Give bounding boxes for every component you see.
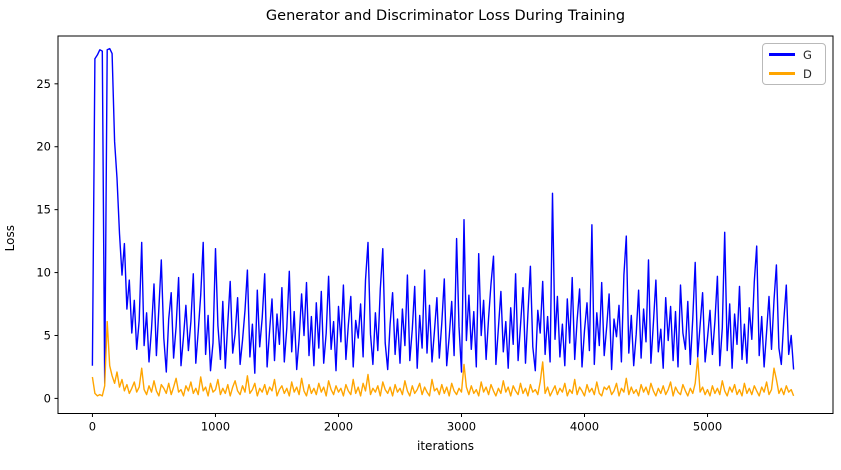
x-tick-label: 1000 bbox=[201, 420, 230, 434]
chart-title: Generator and Discriminator Loss During … bbox=[265, 8, 626, 24]
x-tick-label: 2000 bbox=[324, 420, 353, 434]
y-tick-label: 10 bbox=[36, 266, 51, 280]
g-line-swatch bbox=[769, 53, 795, 56]
x-tick-label: 5000 bbox=[693, 420, 722, 434]
y-axis-label-text: Loss bbox=[3, 224, 17, 252]
series-line-d bbox=[91, 320, 795, 397]
y-tick-label: 25 bbox=[36, 77, 51, 91]
legend-label-g: G bbox=[803, 47, 812, 62]
legend-label-d: D bbox=[803, 66, 812, 81]
axes-frame bbox=[57, 35, 834, 414]
x-tick-label: 0 bbox=[89, 420, 96, 434]
x-axis-label: iterations bbox=[417, 439, 474, 453]
y-tick-label: 15 bbox=[36, 203, 51, 217]
x-tick-label: 3000 bbox=[447, 420, 476, 434]
y-tick-label: 0 bbox=[44, 391, 51, 405]
d-line-swatch bbox=[769, 72, 795, 75]
legend: G D bbox=[762, 43, 826, 85]
legend-item-d: D bbox=[769, 66, 819, 81]
legend-item-g: G bbox=[769, 47, 819, 62]
y-tick-label: 20 bbox=[36, 140, 51, 154]
series-line-g bbox=[91, 47, 795, 384]
x-tick-label: 4000 bbox=[570, 420, 599, 434]
y-tick-label: 5 bbox=[44, 328, 51, 342]
